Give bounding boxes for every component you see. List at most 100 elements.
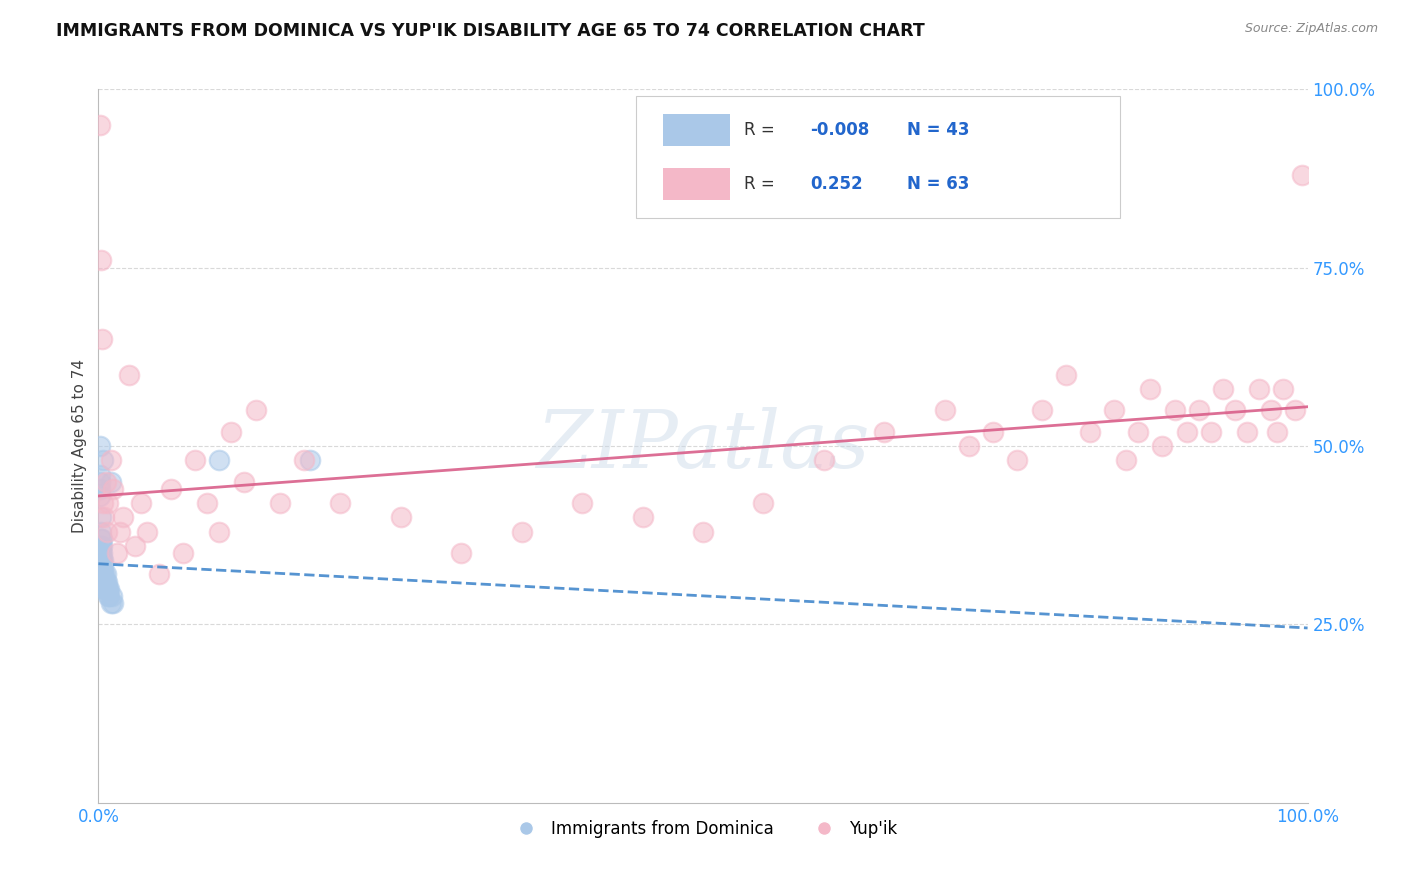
Point	[101, 596, 124, 610]
Point	[90, 524, 112, 539]
Point	[91, 553, 114, 567]
Point	[329, 496, 352, 510]
Point	[98, 582, 121, 596]
Point	[208, 524, 231, 539]
Point	[97, 496, 120, 510]
Point	[1212, 382, 1234, 396]
Point	[91, 560, 114, 574]
Point	[172, 546, 194, 560]
Point	[96, 582, 118, 596]
Point	[1163, 403, 1185, 417]
Point	[1260, 403, 1282, 417]
Point	[91, 496, 114, 510]
Point	[91, 574, 114, 589]
Point	[89, 467, 111, 482]
Point	[93, 567, 115, 582]
Point	[100, 589, 122, 603]
Point	[752, 496, 775, 510]
Point	[105, 546, 128, 560]
Point	[89, 118, 111, 132]
Point	[571, 496, 593, 510]
Point	[1199, 425, 1222, 439]
Point	[89, 482, 111, 496]
Point	[91, 532, 114, 546]
Text: ZIPatlas: ZIPatlas	[536, 408, 870, 484]
Point	[269, 496, 291, 510]
Point	[1223, 403, 1246, 417]
Point	[299, 453, 322, 467]
Point	[97, 582, 120, 596]
Text: Source: ZipAtlas.com: Source: ZipAtlas.com	[1244, 22, 1378, 36]
Y-axis label: Disability Age 65 to 74: Disability Age 65 to 74	[72, 359, 87, 533]
Point	[118, 368, 141, 382]
Point	[93, 510, 115, 524]
Point	[1031, 403, 1053, 417]
Point	[631, 510, 654, 524]
Point	[91, 567, 114, 582]
Point	[89, 489, 111, 503]
Text: IMMIGRANTS FROM DOMINICA VS YUP'IK DISABILITY AGE 65 TO 74 CORRELATION CHART: IMMIGRANTS FROM DOMINICA VS YUP'IK DISAB…	[56, 22, 925, 40]
Point	[245, 403, 267, 417]
Point	[135, 524, 157, 539]
Point	[1078, 425, 1101, 439]
Point	[94, 567, 117, 582]
Point	[100, 475, 122, 489]
Point	[1054, 368, 1077, 382]
Point	[94, 582, 117, 596]
Point	[1102, 403, 1125, 417]
Point	[873, 425, 896, 439]
Point	[221, 425, 243, 439]
Point	[1115, 453, 1137, 467]
Point	[1139, 382, 1161, 396]
Point	[94, 574, 117, 589]
Point	[389, 510, 412, 524]
Legend: Immigrants from Dominica, Yup'ik: Immigrants from Dominica, Yup'ik	[502, 814, 904, 845]
Point	[91, 332, 114, 346]
Point	[124, 539, 146, 553]
Point	[90, 560, 112, 574]
Text: N = 43: N = 43	[907, 121, 970, 139]
Point	[111, 510, 134, 524]
Point	[97, 589, 120, 603]
Point	[692, 524, 714, 539]
Point	[1152, 439, 1174, 453]
Text: 0.252: 0.252	[811, 175, 863, 193]
Point	[1007, 453, 1029, 467]
Point	[1249, 382, 1271, 396]
Text: R =: R =	[744, 175, 786, 193]
Point	[184, 453, 207, 467]
Point	[94, 475, 117, 489]
Point	[100, 596, 122, 610]
Point	[90, 546, 112, 560]
Point	[96, 524, 118, 539]
Point	[148, 567, 170, 582]
Point	[160, 482, 183, 496]
Point	[98, 589, 121, 603]
Point	[195, 496, 218, 510]
Point	[450, 546, 472, 560]
Point	[1175, 425, 1198, 439]
Point	[1267, 425, 1289, 439]
Point	[934, 403, 956, 417]
Point	[510, 524, 533, 539]
Text: R =: R =	[744, 121, 780, 139]
Point	[91, 546, 114, 560]
Point	[89, 439, 111, 453]
Point	[90, 253, 112, 268]
Point	[1272, 382, 1295, 396]
Point	[89, 546, 111, 560]
Point	[90, 539, 112, 553]
Point	[91, 539, 114, 553]
Point	[292, 453, 315, 467]
Point	[91, 553, 114, 567]
Point	[957, 439, 980, 453]
Point	[1128, 425, 1150, 439]
Point	[813, 453, 835, 467]
Point	[129, 496, 152, 510]
Point	[1291, 168, 1313, 182]
Point	[93, 582, 115, 596]
FancyBboxPatch shape	[664, 114, 730, 146]
Text: -0.008: -0.008	[811, 121, 870, 139]
Point	[100, 453, 122, 467]
Point	[208, 453, 231, 467]
